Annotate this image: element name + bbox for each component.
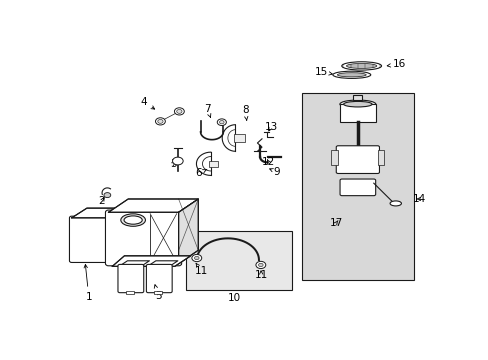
Circle shape bbox=[194, 256, 199, 260]
Bar bbox=[339, 104, 375, 122]
Ellipse shape bbox=[343, 102, 371, 107]
Polygon shape bbox=[109, 208, 124, 261]
Text: 3: 3 bbox=[170, 159, 176, 169]
Text: 8: 8 bbox=[242, 105, 248, 120]
Bar bbox=[377, 150, 384, 165]
Circle shape bbox=[172, 157, 183, 165]
FancyBboxPatch shape bbox=[105, 210, 181, 266]
Bar bbox=[126, 291, 133, 294]
FancyBboxPatch shape bbox=[336, 146, 379, 174]
Ellipse shape bbox=[346, 63, 376, 68]
Text: 5: 5 bbox=[154, 285, 161, 301]
Text: 11: 11 bbox=[254, 270, 267, 280]
Ellipse shape bbox=[332, 71, 370, 78]
Circle shape bbox=[255, 261, 265, 269]
Bar bbox=[301, 93, 413, 280]
FancyBboxPatch shape bbox=[69, 216, 112, 262]
Bar bbox=[154, 291, 162, 294]
Text: 9: 9 bbox=[269, 167, 280, 177]
Text: 7: 7 bbox=[203, 104, 210, 117]
FancyBboxPatch shape bbox=[118, 264, 143, 293]
Text: 16: 16 bbox=[386, 59, 406, 69]
FancyBboxPatch shape bbox=[339, 179, 375, 195]
Text: 1: 1 bbox=[84, 265, 92, 302]
Circle shape bbox=[258, 263, 263, 267]
FancyBboxPatch shape bbox=[146, 264, 172, 293]
Text: 6: 6 bbox=[195, 168, 206, 179]
Circle shape bbox=[217, 119, 226, 126]
Text: 13: 13 bbox=[264, 122, 277, 132]
Polygon shape bbox=[178, 199, 198, 264]
Circle shape bbox=[174, 108, 184, 115]
Ellipse shape bbox=[389, 201, 401, 206]
Text: 14: 14 bbox=[412, 194, 425, 204]
Circle shape bbox=[158, 120, 163, 123]
Text: 4: 4 bbox=[140, 97, 154, 109]
Text: 17: 17 bbox=[329, 218, 342, 228]
Ellipse shape bbox=[124, 216, 142, 224]
Text: 12: 12 bbox=[262, 157, 275, 167]
Polygon shape bbox=[108, 199, 198, 212]
Ellipse shape bbox=[337, 73, 366, 77]
Ellipse shape bbox=[341, 62, 381, 70]
Circle shape bbox=[191, 255, 202, 262]
Ellipse shape bbox=[339, 100, 375, 108]
Bar bbox=[186, 231, 292, 291]
Text: 10: 10 bbox=[228, 293, 241, 303]
Polygon shape bbox=[112, 256, 190, 266]
Circle shape bbox=[155, 118, 165, 125]
Circle shape bbox=[104, 193, 111, 198]
Polygon shape bbox=[72, 208, 124, 218]
Text: 11: 11 bbox=[194, 263, 207, 276]
Ellipse shape bbox=[121, 214, 145, 226]
Bar bbox=[233, 134, 244, 142]
Bar bbox=[208, 161, 218, 167]
Bar bbox=[331, 150, 338, 165]
Text: 2: 2 bbox=[99, 196, 105, 206]
Text: 15: 15 bbox=[315, 67, 332, 77]
Circle shape bbox=[176, 109, 182, 113]
Circle shape bbox=[219, 121, 224, 124]
Bar bbox=[353, 95, 362, 100]
